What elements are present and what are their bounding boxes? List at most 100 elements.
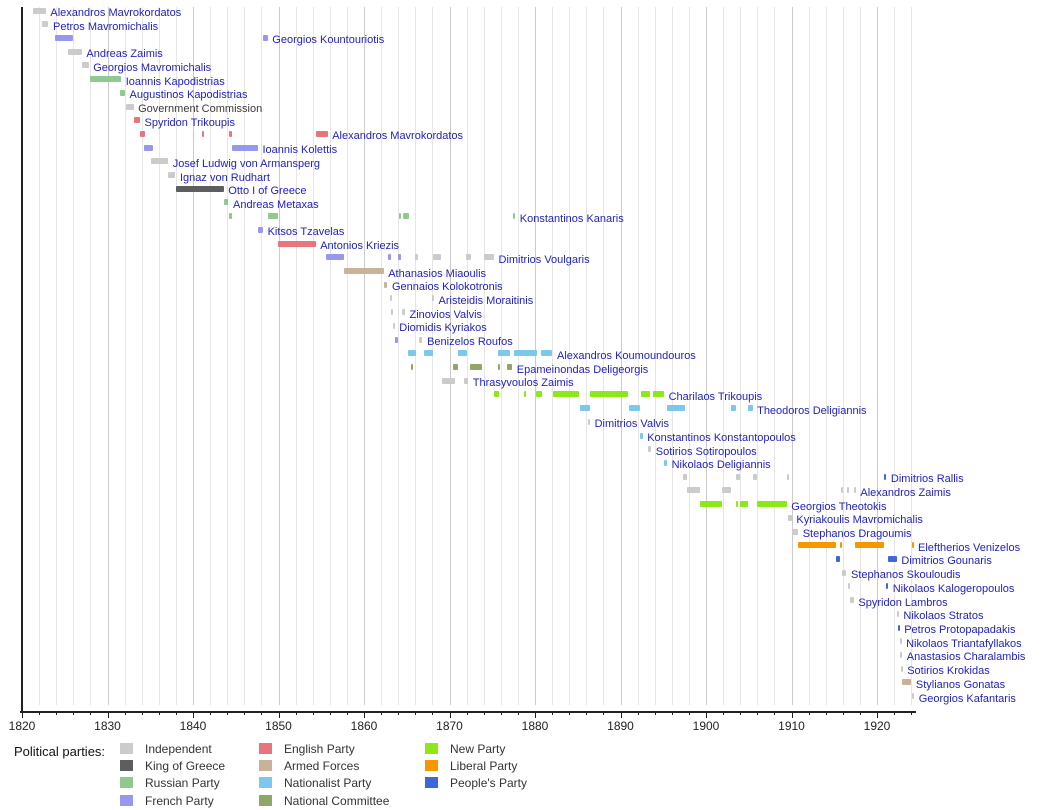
person-label[interactable]: Theodoros Deligiannis (757, 404, 867, 417)
person-bar (700, 501, 722, 508)
person-label[interactable]: Alexandros Zaimis (860, 486, 951, 499)
person-label[interactable]: Gennaios Kolokotronis (392, 281, 503, 294)
person-label[interactable]: Kyriakoulis Mavromichalis (796, 514, 923, 527)
person-label[interactable]: Eleftherios Venizelos (918, 541, 1021, 554)
axis-tick-1916 (842, 711, 844, 715)
person-label[interactable]: Stephanos Dragoumis (802, 528, 912, 540)
person-label[interactable]: Konstantinos Konstantopoulos (647, 432, 796, 444)
person-bar (791, 528, 799, 535)
grid-line-1920 (877, 7, 878, 705)
person-label[interactable]: Spyridon Lambros (858, 596, 948, 609)
person-bar (667, 405, 685, 412)
arm-legend-swatch (259, 760, 272, 772)
person-label[interactable]: Kitsos Tzavelas (267, 226, 345, 239)
person-label[interactable]: Alexandros Koumoundouros (557, 349, 696, 362)
person-bar (453, 364, 458, 370)
ind-legend-swatch (120, 743, 133, 754)
person-label[interactable]: Petros Protopapadakis (904, 624, 1016, 636)
person-label[interactable]: Thrasyvoulos Zaimis (472, 377, 574, 390)
rus-legend-label: Russian Party (145, 776, 220, 791)
person-label[interactable]: Andreas Metaxas (233, 198, 319, 211)
person-bar (735, 501, 738, 508)
person-label[interactable]: Antonios Kriezis (320, 240, 400, 253)
person-label[interactable]: Nikolaos Stratos (903, 610, 984, 623)
person-bar (498, 350, 511, 357)
person-label[interactable]: Epameinondas Deligeorgis (516, 363, 649, 376)
person-label[interactable]: Nikolaos Triantafyllakos (906, 637, 1022, 650)
person-bar (89, 76, 122, 83)
person-label[interactable]: Ioannis Kolettis (262, 144, 338, 157)
person-bar (231, 144, 258, 151)
axis-tick-1904 (740, 711, 742, 715)
person-label[interactable]: Nikolaos Kalogeropoulos (892, 582, 1015, 595)
person-bar (383, 281, 388, 288)
person-label[interactable]: Ignaz von Rudhart (180, 171, 270, 184)
person-bar (33, 7, 46, 14)
lib-legend-label: Liberal Party (450, 759, 518, 774)
person-bar (855, 542, 885, 549)
grid-line-1908 (774, 7, 776, 705)
axis-tick-1870 (449, 711, 451, 718)
person-label[interactable]: Zinovios Valvis (409, 308, 483, 321)
person-bar (399, 213, 402, 220)
person-bar (686, 487, 701, 494)
person-label[interactable]: Georgios Kountouriotis (272, 34, 385, 47)
person-label[interactable]: Konstantinos Kanaris (519, 212, 624, 225)
person-label[interactable]: Spyridon Trikoupis (144, 116, 236, 129)
person-label[interactable]: Andreas Zaimis (86, 48, 163, 61)
person-bar (853, 487, 856, 494)
person-bar (739, 501, 749, 508)
person-label[interactable]: Charilaos Trikoupis (668, 390, 763, 403)
person-label[interactable]: Dimitrios Gounaris (901, 555, 992, 568)
person-bar (81, 62, 89, 69)
axis-tick-1872 (466, 711, 468, 715)
person-bar (640, 432, 643, 439)
person-bar (258, 226, 264, 233)
person-label[interactable]: Anastasios Charalambis (906, 651, 1026, 664)
person-label[interactable]: Georgios Kafantaris (918, 692, 1016, 705)
person-label[interactable]: Diomidis Kyriakos (399, 322, 487, 335)
person-bar (846, 487, 849, 494)
person-bar (390, 295, 393, 302)
rus-legend-swatch (120, 777, 133, 789)
person-label[interactable]: Alexandros Mavrokordatos (332, 130, 464, 143)
grid-line-1842 (210, 7, 212, 705)
grid-line-1898 (688, 7, 690, 705)
grid-line-1864 (398, 7, 400, 705)
axis-tick-1864 (398, 711, 400, 715)
person-label[interactable]: Dimitrios Rallis (890, 473, 964, 486)
person-label[interactable]: Dimitrios Valvis (594, 418, 669, 431)
person-label[interactable]: Nikolaos Deligiannis (671, 459, 771, 472)
person-bar (647, 446, 652, 453)
axis-tick-1840 (193, 711, 194, 718)
person-bar (119, 89, 126, 96)
person-label[interactable]: Otto I of Greece (228, 185, 307, 198)
person-label[interactable]: Sotirios Sotiropoulos (655, 445, 757, 458)
grid-line-1834 (141, 7, 143, 705)
axis-tick-1838 (175, 711, 177, 715)
grid-line-1852 (295, 7, 297, 705)
person-label[interactable]: Josef Ludwig von Armansperg (172, 157, 321, 170)
axis-year-label-1910: 1910 (778, 719, 805, 733)
axis-tick-1924 (911, 711, 913, 715)
person-label[interactable]: Georgios Mavromichalis (93, 61, 212, 74)
person-label[interactable]: Ioannis Kapodistrias (125, 75, 225, 88)
person-label[interactable]: Petros Mavromichalis (53, 20, 159, 33)
person-label[interactable]: Benizelos Roufos (427, 336, 513, 348)
person-label[interactable]: Stylianos Gonatas (915, 678, 1006, 691)
person-label[interactable]: Athanasios Miaoulis (388, 267, 487, 280)
axis-tick-1914 (825, 711, 827, 715)
person-label[interactable]: Alexandros Mavrokordatos (50, 7, 182, 19)
person-label[interactable]: Aristeidis Moraitinis (438, 294, 534, 307)
person-label[interactable]: Augustinos Kapodistrias (129, 89, 248, 102)
person-label[interactable]: Georgios Theotokis (791, 500, 887, 513)
grid-line-1902 (723, 7, 725, 705)
axis-tick-1902 (723, 711, 725, 715)
person-label[interactable]: Dimitrios Voulgaris (498, 253, 590, 266)
person-bar (277, 240, 316, 247)
person-label[interactable]: Sotirios Krokidas (907, 665, 990, 678)
person-label[interactable]: Stephanos Skouloudis (851, 569, 961, 582)
person-bar (721, 487, 731, 494)
person-bar (408, 350, 417, 357)
person-bar (68, 48, 82, 55)
